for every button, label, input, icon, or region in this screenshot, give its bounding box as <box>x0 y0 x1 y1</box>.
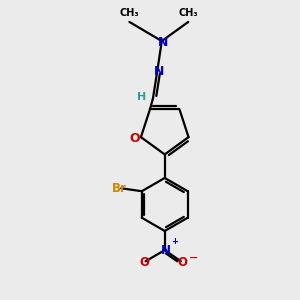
Text: N: N <box>154 65 164 79</box>
Text: Br: Br <box>112 182 127 195</box>
Text: O: O <box>130 132 140 145</box>
Text: N: N <box>158 36 168 49</box>
Text: H: H <box>137 92 146 102</box>
Text: O: O <box>177 256 188 269</box>
Text: O: O <box>139 256 149 269</box>
Text: CH₃: CH₃ <box>178 8 198 17</box>
Text: N: N <box>161 244 171 256</box>
Text: CH₃: CH₃ <box>120 8 139 17</box>
Text: +: + <box>171 237 178 246</box>
Text: −: − <box>189 254 198 263</box>
